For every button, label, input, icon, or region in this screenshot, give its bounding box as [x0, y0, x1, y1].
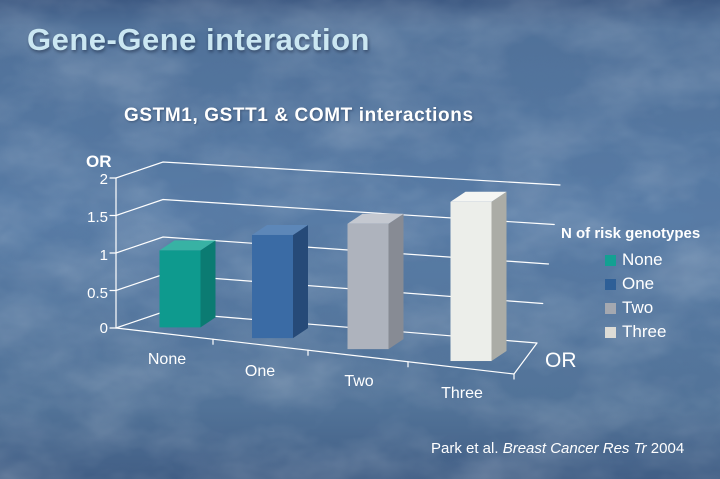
legend-swatch-three	[605, 326, 616, 338]
category-label-three: Three	[441, 385, 483, 402]
legend-item-none: None	[605, 248, 700, 272]
series-axis-label: OR	[545, 349, 577, 372]
legend-label-one: One	[622, 274, 655, 293]
tick-label-1p5: 1.5	[87, 209, 108, 226]
legend-item-two: Two	[605, 296, 700, 320]
citation: Park et al. Breast Cancer Res Tr 2004	[431, 440, 684, 457]
gridlines	[109, 161, 561, 344]
bar-one	[252, 224, 308, 339]
legend-label-two: Two	[622, 298, 654, 317]
bar-three	[450, 191, 507, 362]
value-axis-title: OR	[86, 152, 112, 171]
citation-suffix: 2004	[646, 440, 685, 457]
tick-label-0: 0	[100, 320, 108, 337]
legend-swatch-one	[605, 278, 616, 290]
legend-items: None One Two Three	[605, 248, 700, 344]
legend-label-three: Three	[622, 322, 667, 341]
category-axis	[115, 327, 538, 380]
bars	[159, 191, 507, 362]
tick-label-0p5: 0.5	[87, 285, 108, 302]
bar-none	[159, 240, 216, 328]
tick-label-2: 2	[100, 171, 108, 188]
legend-swatch-none	[605, 254, 616, 266]
category-label-none: None	[148, 351, 186, 368]
slide-title: Gene-Gene interaction	[27, 22, 370, 57]
tick-label-1: 1	[100, 247, 108, 264]
legend-swatch-two	[605, 302, 616, 314]
citation-prefix: Park et al.	[431, 440, 503, 457]
legend-label-none: None	[622, 250, 663, 269]
bar-two	[347, 213, 404, 350]
citation-journal: Breast Cancer Res Tr	[502, 440, 647, 457]
category-label-two: Two	[344, 373, 373, 390]
legend-item-one: One	[605, 272, 700, 296]
legend-title: N of risk genotypes	[561, 225, 701, 242]
legend: N of risk genotypes None One Two Three	[561, 225, 700, 344]
category-label-one: One	[245, 363, 275, 380]
legend-item-three: Three	[605, 320, 700, 344]
chart-title: GSTM1, GSTT1 & COMT interactions	[124, 105, 474, 126]
